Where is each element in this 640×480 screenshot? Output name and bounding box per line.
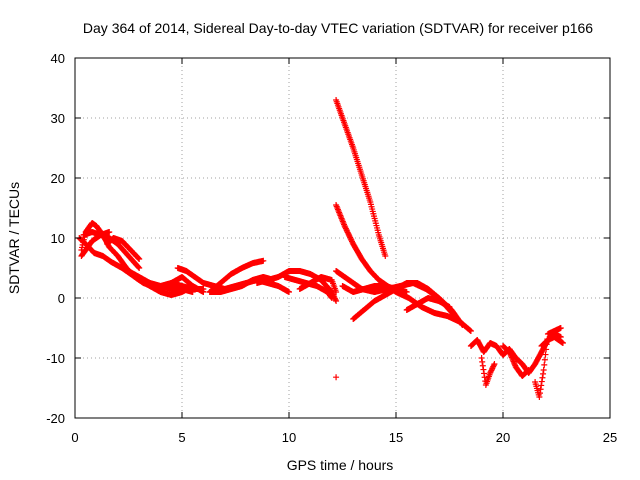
data-series — [206, 274, 278, 295]
y-axis-label: SDTVAR / TECUs — [6, 182, 22, 294]
data-series — [403, 295, 453, 313]
data-point-marker — [541, 356, 548, 363]
data-point-marker — [260, 257, 267, 264]
data-point-marker — [479, 362, 486, 369]
data-point-marker — [538, 378, 545, 385]
y-tick-label: 20 — [51, 171, 65, 186]
data-point-marker — [540, 370, 547, 377]
chart-title: Day 364 of 2014, Sidereal Day-to-day VTE… — [83, 20, 593, 36]
data-point-marker — [536, 394, 543, 400]
x-axis-label: GPS time / hours — [287, 457, 394, 473]
data-point-marker — [543, 346, 550, 353]
data-series — [296, 274, 340, 295]
data-series — [104, 235, 143, 262]
data-point-marker — [481, 370, 488, 377]
data-series — [78, 229, 113, 259]
x-tick-label: 15 — [389, 430, 403, 445]
data-point-marker — [491, 361, 498, 367]
data-point-marker — [478, 355, 485, 361]
data-point-marker — [479, 358, 486, 365]
data-point-marker — [403, 289, 410, 295]
data-point-marker — [541, 361, 548, 368]
data-point-marker — [135, 264, 142, 271]
data-series — [478, 355, 498, 388]
data-point-marker — [332, 296, 339, 303]
data-point-marker — [559, 340, 566, 346]
data-series — [532, 325, 564, 400]
data-point-marker — [333, 289, 340, 295]
grid — [75, 58, 610, 418]
x-tick-label: 20 — [496, 430, 510, 445]
y-tick-label: -10 — [46, 351, 65, 366]
data-point-marker — [189, 289, 196, 295]
y-tick-label: 30 — [51, 111, 65, 126]
y-tick-label: 40 — [51, 51, 65, 66]
data-point-marker — [328, 294, 335, 301]
data-point-marker — [542, 351, 549, 358]
data-point-marker — [135, 255, 142, 262]
x-tick-label: 10 — [282, 430, 296, 445]
data-series — [206, 257, 267, 295]
data-point-marker — [136, 265, 143, 271]
data-point-marker — [481, 374, 488, 381]
x-tick-label: 25 — [603, 430, 617, 445]
data-point-marker — [536, 390, 543, 397]
data-point-marker — [333, 298, 340, 304]
data-point-marker — [490, 362, 497, 369]
data-point-marker — [525, 367, 532, 373]
data-point-marker — [540, 367, 547, 373]
data-series — [174, 265, 218, 289]
data-point-marker — [557, 325, 564, 331]
x-tick-label: 5 — [178, 430, 185, 445]
data-layer — [76, 97, 566, 400]
data-series — [339, 283, 410, 295]
data-point-marker — [286, 289, 292, 295]
data-point-marker — [382, 253, 389, 259]
data-point-marker — [538, 382, 545, 389]
data-point-marker — [537, 386, 544, 393]
data-point-marker — [467, 328, 474, 334]
axis-ticks: 0 5 10 15 20 25 -20 -10 0 10 20 30 40 — [46, 51, 617, 445]
data-point-marker — [480, 366, 487, 373]
y-tick-label: -20 — [46, 411, 65, 426]
data-series — [538, 334, 566, 349]
data-point-marker — [106, 229, 113, 235]
data-point-marker — [134, 254, 141, 261]
y-tick-label: 0 — [58, 291, 65, 306]
y-tick-label: 10 — [51, 231, 65, 246]
data-point-marker — [446, 304, 453, 310]
data-point-marker — [328, 295, 335, 301]
data-series — [146, 283, 207, 298]
data-series — [500, 343, 532, 379]
data-point-marker — [333, 374, 340, 381]
data-series — [333, 97, 389, 259]
data-point-marker — [539, 374, 546, 381]
data-series — [333, 374, 340, 381]
data-point-marker — [136, 256, 143, 262]
data-point-marker — [200, 289, 207, 295]
x-tick-label: 0 — [71, 430, 78, 445]
